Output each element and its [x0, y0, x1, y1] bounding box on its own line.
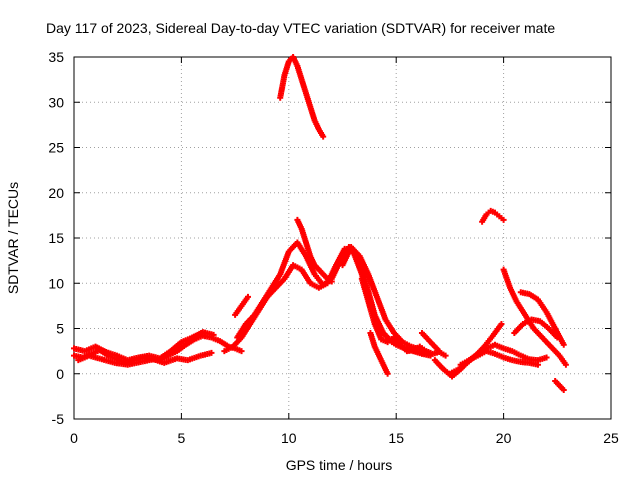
data-point	[384, 370, 391, 377]
data-point	[328, 278, 335, 285]
data-point	[560, 341, 567, 348]
data-point	[208, 349, 215, 356]
series-arc-16	[479, 207, 507, 225]
series-arc-7	[294, 216, 335, 285]
series-arc-14	[446, 320, 505, 377]
data-point	[562, 361, 569, 368]
x-tick-label: 20	[496, 430, 512, 446]
data-point	[244, 293, 251, 300]
series-arc-19	[511, 316, 561, 341]
data-point	[498, 320, 505, 327]
chart-title: Day 117 of 2023, Sidereal Day-to-day VTE…	[46, 20, 555, 36]
y-axis-label: SDTVAR / TECUs	[5, 182, 21, 294]
data-point	[238, 348, 245, 355]
series-arc-10	[367, 330, 391, 377]
x-tick-label: 25	[603, 430, 619, 446]
series-arc-12	[277, 54, 327, 140]
series-arc-6	[232, 293, 251, 318]
data-point	[320, 133, 327, 140]
series-arc-13	[431, 348, 541, 380]
x-tick-label: 15	[388, 430, 404, 446]
y-tick-label: 15	[48, 230, 64, 246]
data-points	[71, 54, 569, 394]
series-arc-11	[418, 330, 443, 355]
x-tick-label: 10	[281, 430, 297, 446]
y-tick-label: -5	[52, 411, 65, 427]
grid	[74, 57, 611, 419]
data-point	[500, 216, 507, 223]
series-arc-3	[75, 349, 215, 368]
data-point	[554, 334, 561, 341]
y-tick-label: 20	[48, 185, 64, 201]
data-point	[210, 331, 217, 338]
series-arc-9	[358, 275, 449, 359]
x-tick-label: 0	[70, 430, 78, 446]
x-tick-label: 5	[178, 430, 186, 446]
series-arc-20	[552, 377, 567, 394]
axis-ticks: 0 5 10 15 20 25 -5 0 5 10 15 20 25 30 35	[48, 49, 619, 446]
y-tick-label: 0	[56, 366, 64, 382]
y-tick-label: 5	[56, 321, 64, 337]
y-tick-label: 25	[48, 140, 64, 156]
y-tick-label: 30	[48, 94, 64, 110]
data-point	[560, 387, 567, 394]
series-arc-15	[457, 341, 550, 368]
x-axis-label: GPS time / hours	[286, 457, 393, 473]
data-point	[442, 352, 449, 359]
series-arc-18	[517, 289, 567, 348]
y-tick-label: 10	[48, 275, 64, 291]
y-tick-label: 35	[48, 49, 64, 65]
data-point	[543, 354, 550, 361]
data-point	[436, 348, 443, 355]
